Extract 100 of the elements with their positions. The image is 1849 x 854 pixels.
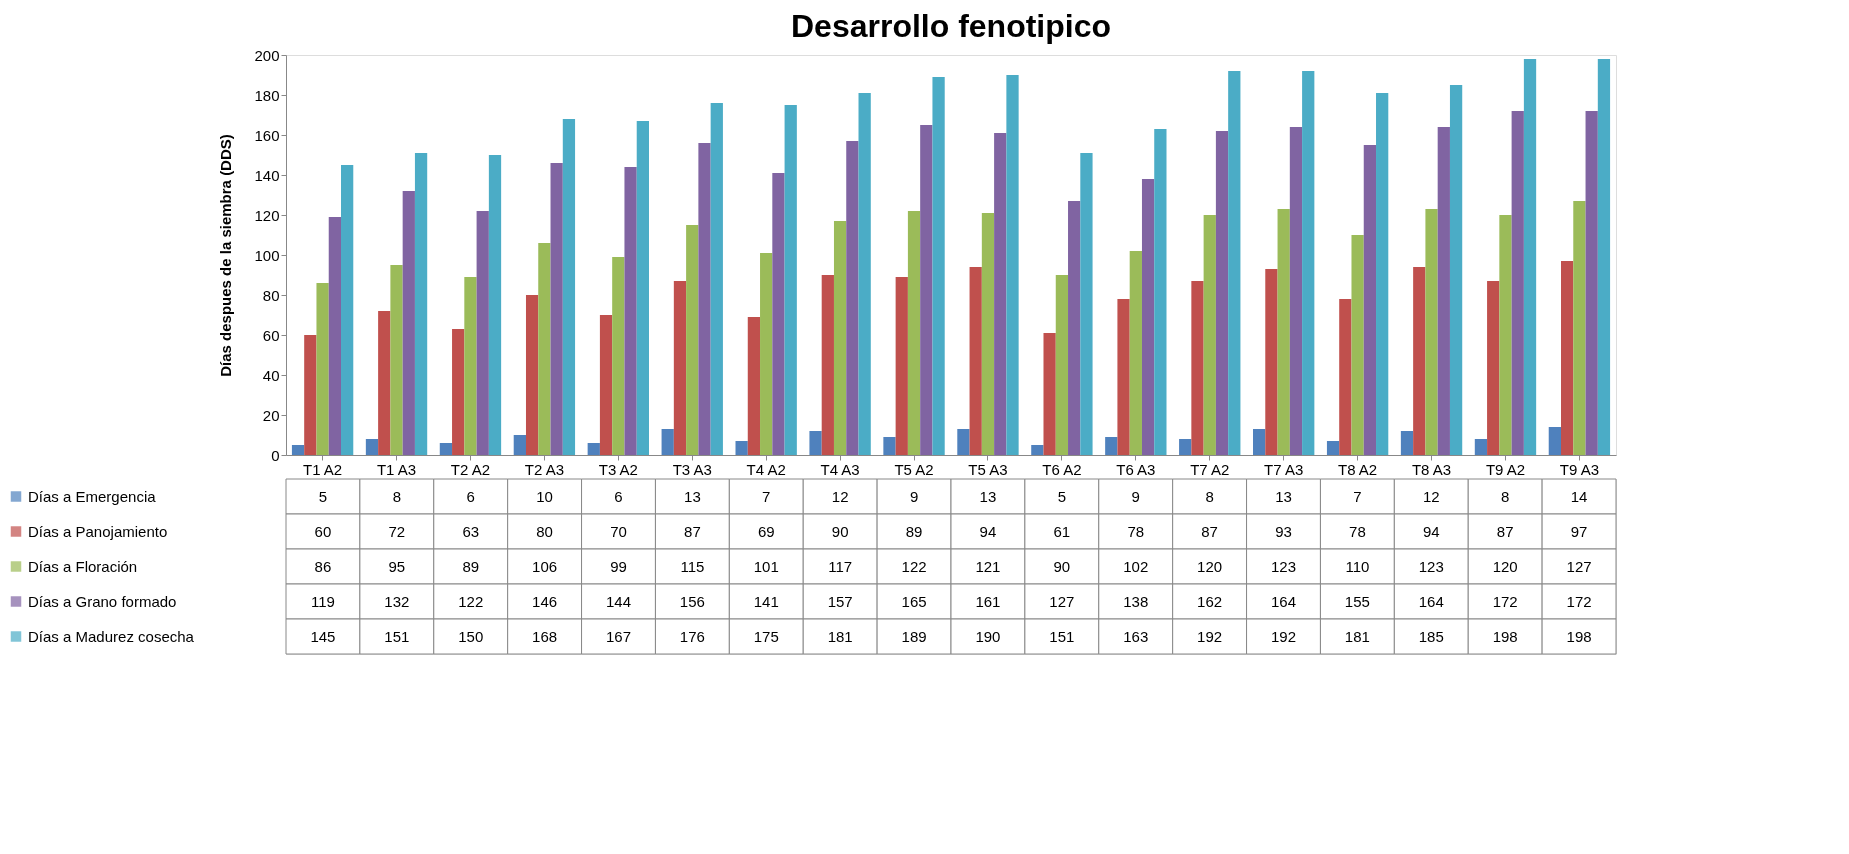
data-label: 13 [1275,487,1292,505]
legend-label: Días a Grano formado [28,592,177,610]
data-label: 61 [1053,522,1071,540]
bar [525,295,539,455]
bar [1474,439,1488,455]
bar [1487,281,1500,455]
bar [390,265,403,455]
data-label: 121 [975,557,1001,575]
bar [1351,235,1364,455]
data-label: 127 [1049,592,1075,610]
bar [661,429,674,455]
bar [1043,333,1056,455]
bar [612,257,625,455]
data-label: 120 [1197,557,1223,575]
data-label: 123 [1270,557,1297,575]
x-tick-label: T6 A3 [1116,460,1156,478]
bar [772,173,785,455]
data-label: 122 [901,557,927,575]
bar [562,119,576,455]
data-label: 120 [1492,557,1518,575]
data-label: 102 [1123,557,1149,575]
bar [698,143,711,455]
bar [402,191,415,455]
data-label: 145 [310,627,336,645]
x-tick-label: T4 A2 [746,460,786,478]
bar [538,243,551,455]
bar [439,443,453,455]
bar [1363,145,1377,455]
bar [452,329,465,455]
data-label: 164 [1270,592,1297,610]
data-label: 14 [1570,487,1588,505]
bar [1597,59,1611,455]
bar [1511,111,1524,455]
data-label: 6 [614,487,623,505]
data-label: 192 [1270,627,1297,645]
y-tick-label: 200 [254,46,280,64]
data-label: 110 [1345,557,1370,575]
x-tick-label: T8 A2 [1338,460,1378,478]
bar [291,445,305,455]
y-tick-label: 160 [254,126,280,144]
bar [1548,427,1561,455]
data-label: 8 [1205,487,1214,505]
x-tick-label: T2 A3 [524,460,564,478]
bar [1326,441,1340,455]
data-label: 122 [458,592,484,610]
x-tick-label: T4 A3 [820,460,860,478]
data-label: 192 [1197,627,1223,645]
data-label: 165 [901,592,927,610]
bar [1228,71,1241,455]
data-label: 189 [901,627,927,645]
y-tick-label: 120 [254,206,280,224]
data-label: 119 [310,592,335,610]
data-label: 10 [536,487,553,505]
data-label: 87 [1201,522,1218,540]
bar [1141,179,1155,455]
bar [1154,129,1167,455]
data-label: 80 [536,522,553,540]
x-tick-label: T1 A3 [376,460,417,478]
data-label: 190 [975,627,1001,645]
bar [1191,281,1204,455]
bar [858,93,871,455]
y-tick-label: 40 [262,366,280,384]
y-tick-label: 0 [271,446,280,464]
data-label: 93 [1275,522,1292,540]
data-label: 12 [831,487,849,505]
data-label: 6 [466,487,475,505]
bar [316,283,329,455]
bar [365,439,379,455]
data-label: 127 [1566,557,1592,575]
y-tick-label: 180 [254,86,280,104]
x-tick-label: T7 A2 [1190,460,1230,478]
data-label: 63 [462,522,480,540]
bar [1425,209,1438,455]
x-tick-label: T9 A3 [1559,460,1600,478]
data-label: 155 [1344,592,1370,610]
bar [599,315,613,455]
bar [747,317,761,455]
data-label: 7 [1353,487,1362,505]
bar [1376,93,1389,455]
data-label: 123 [1418,557,1444,575]
bar [341,165,354,455]
bar [328,217,341,455]
data-label: 138 [1123,592,1149,610]
bar [587,443,600,455]
bar [1105,437,1118,455]
bar [624,167,637,455]
bar [673,281,687,455]
bar [1277,209,1290,455]
data-label: 175 [753,627,779,645]
bar [1215,131,1229,455]
data-label: 185 [1418,627,1444,645]
bar [710,103,723,455]
data-label: 87 [1496,522,1514,540]
bar [1302,71,1315,455]
bar [1179,439,1192,455]
data-label: 95 [388,557,406,575]
bar [1289,127,1303,455]
bar [809,431,822,455]
data-label: 141 [753,592,779,610]
data-label: 9 [909,487,919,505]
